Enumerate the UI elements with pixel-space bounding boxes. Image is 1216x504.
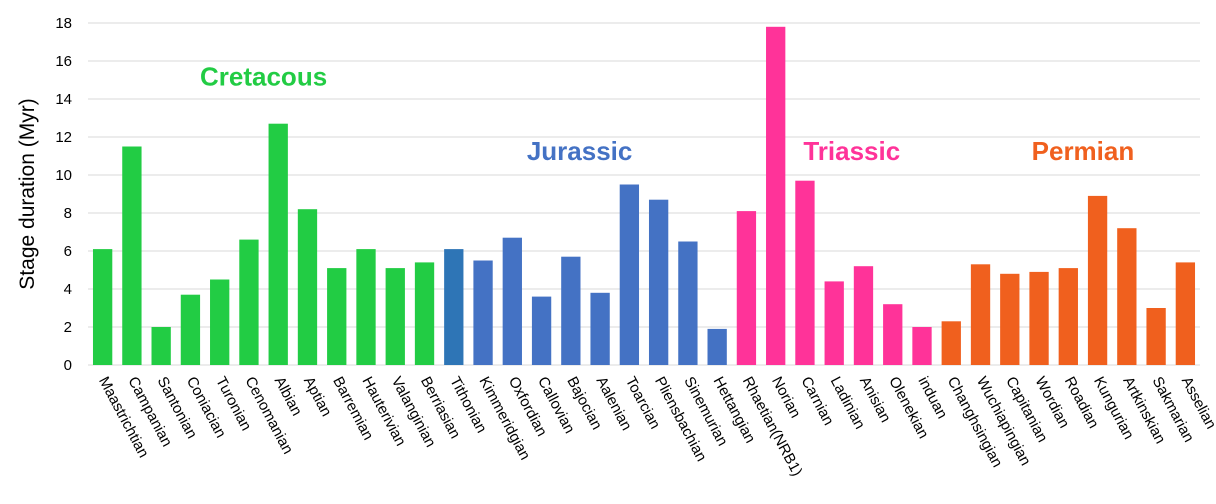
period-label: Permian: [1032, 136, 1135, 166]
y-axis-tick-labels: 0 2 4 6 8 10 12 14 16 18: [55, 15, 72, 374]
bar: [502, 237, 522, 365]
bar: [473, 260, 493, 365]
bar: [444, 249, 464, 365]
bar: [795, 180, 815, 365]
x-axis-category-labels: MaastrichtianCampanianSantonianConiacian…: [95, 374, 1216, 479]
y-tick-label: 14: [55, 91, 72, 108]
y-tick-label: 18: [55, 15, 72, 32]
period-label: Triassic: [803, 136, 900, 166]
bar: [297, 209, 318, 365]
bar: [707, 328, 727, 365]
bar: [766, 26, 786, 366]
bar: [92, 249, 113, 365]
bar: [414, 262, 435, 365]
bar: [1146, 308, 1166, 365]
bar: [122, 146, 142, 365]
bar: [385, 268, 405, 365]
y-tick-label: 4: [64, 281, 72, 298]
bar: [1087, 195, 1108, 365]
bar: [853, 266, 874, 365]
y-tick-label: 16: [55, 53, 72, 70]
y-tick-label: 2: [64, 319, 72, 336]
y-tick-label: 10: [55, 167, 72, 184]
bar: [648, 199, 669, 365]
bar: [941, 321, 961, 365]
bar: [1117, 228, 1137, 365]
bar: [268, 123, 288, 365]
bar: [736, 211, 757, 365]
bar: [912, 327, 932, 365]
bar: [180, 294, 201, 365]
bars: [92, 26, 1196, 366]
bar: [970, 264, 991, 365]
bar: [883, 304, 903, 365]
bar: [561, 256, 581, 365]
period-annotations: Cretacous Jurassic Triassic Permian: [200, 62, 1134, 166]
bar: [151, 327, 171, 365]
y-tick-label: 8: [64, 205, 72, 222]
bar: [824, 281, 844, 365]
bar: [531, 296, 552, 365]
bar: [619, 184, 640, 365]
bar: [590, 292, 610, 365]
y-tick-label: 12: [55, 129, 72, 146]
y-axis-label: Stage duration (Myr): [16, 98, 39, 289]
bar: [356, 249, 376, 365]
bar: [1058, 268, 1078, 365]
bar: [327, 268, 347, 365]
bar: [1029, 271, 1049, 365]
bar: [1175, 262, 1196, 365]
y-tick-label: 6: [64, 243, 72, 260]
period-label: Jurassic: [527, 136, 633, 166]
period-label: Cretacous: [200, 62, 327, 92]
bar: [678, 241, 698, 365]
y-tick-label: 0: [64, 357, 72, 374]
bar: [210, 279, 230, 365]
bar: [1000, 273, 1020, 365]
bar: [239, 239, 259, 365]
